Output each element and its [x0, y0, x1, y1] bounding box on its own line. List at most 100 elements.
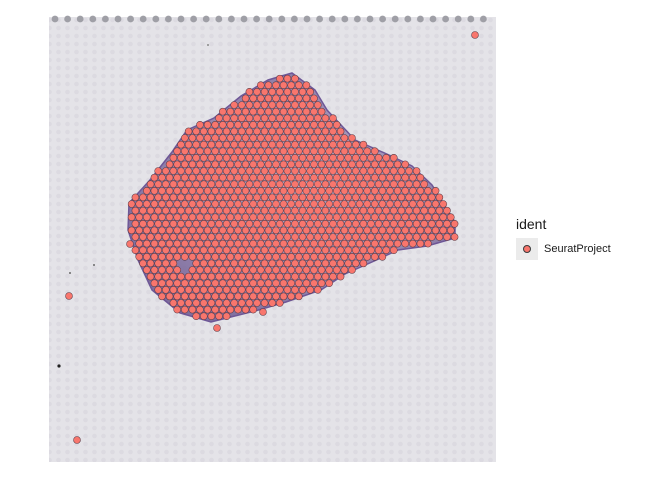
spot-point [359, 246, 368, 254]
spot-point [348, 160, 356, 169]
spot-point [238, 206, 246, 215]
spot-point [329, 206, 337, 215]
spot-point [181, 292, 189, 301]
spot-point [222, 167, 231, 175]
spot-point [333, 213, 341, 221]
spot-point [264, 107, 273, 116]
fiducial-marker [404, 15, 412, 23]
spot-point [234, 107, 242, 116]
spot-point [371, 187, 379, 195]
fiducial-marker [139, 15, 147, 23]
spot-point [245, 259, 254, 268]
spot-point [169, 154, 178, 162]
spot-point [264, 121, 273, 129]
spot-point [181, 213, 189, 221]
spot-point [264, 81, 273, 89]
spot-point [211, 305, 219, 314]
spot-point [333, 134, 341, 142]
spot-point [234, 187, 242, 195]
spot-point [230, 167, 238, 175]
spot-point [325, 213, 333, 221]
spot-point [238, 220, 246, 228]
spot-point [215, 312, 223, 320]
spot-point [253, 114, 261, 122]
spot-point [127, 200, 136, 208]
spot-point [249, 94, 257, 103]
spot-point [329, 167, 337, 175]
spot-point [245, 233, 254, 241]
spot-point [215, 299, 223, 307]
spot-point [272, 147, 280, 155]
spot-point [230, 286, 238, 294]
spot-point [226, 253, 235, 261]
spot-point [412, 193, 421, 202]
fiducial-marker [215, 15, 223, 23]
spot-point [245, 246, 254, 254]
spot-point [249, 147, 257, 155]
spot-point [188, 253, 197, 261]
spot-point [295, 134, 303, 142]
spot-point [215, 246, 223, 254]
spot-point [245, 140, 254, 149]
spot-point [196, 213, 204, 221]
spot-point [249, 200, 257, 208]
spot-point [420, 180, 428, 188]
spot-point [177, 299, 185, 307]
spot-point [450, 220, 459, 228]
spot-point [222, 180, 231, 188]
spot-point [230, 233, 238, 241]
spot-point [154, 167, 162, 175]
spot-point [314, 167, 322, 175]
spot-point [169, 246, 178, 254]
spot-point [333, 200, 341, 208]
spot-point [169, 272, 178, 281]
spot-point [188, 239, 197, 248]
spot-point [378, 173, 387, 182]
spot-point [298, 220, 307, 228]
spot-point [416, 213, 425, 221]
spot-point [241, 94, 250, 103]
spot-point [222, 114, 231, 122]
spot-point [192, 167, 200, 175]
spot-point [295, 173, 303, 182]
spot-point [257, 94, 265, 103]
spot-point [215, 233, 223, 241]
spot-point [279, 279, 288, 287]
spot-point [207, 286, 216, 294]
spot-point [196, 121, 204, 129]
spot-point [234, 200, 242, 208]
spot-point [405, 233, 413, 241]
spot-point [154, 206, 162, 215]
spot-point [409, 226, 417, 235]
spot-point [401, 187, 409, 195]
fiducial-marker [341, 15, 349, 23]
spot-point [219, 279, 227, 287]
spot-point [355, 173, 364, 182]
spot-point [268, 167, 276, 175]
spot-point [188, 187, 197, 195]
spot-point [298, 127, 307, 136]
spot-point [249, 107, 257, 116]
spot-point [260, 88, 269, 96]
spot-point [329, 220, 337, 228]
spot-point [139, 246, 147, 254]
spot-point [219, 239, 227, 248]
spot-point [162, 180, 170, 188]
spot-point [181, 173, 189, 182]
spot-point [363, 200, 371, 208]
spot-point [295, 226, 303, 235]
spot-point [249, 305, 257, 314]
spot-point [165, 160, 174, 169]
spot-point [390, 246, 398, 254]
spot-point [131, 220, 140, 228]
spot-point [314, 286, 322, 294]
spot-point [65, 292, 73, 300]
spot-point [336, 193, 345, 202]
spot-point [401, 173, 409, 182]
spot-point [143, 253, 151, 261]
spot-point [352, 220, 360, 228]
spot-point [306, 233, 314, 241]
fiducial-marker [303, 15, 311, 23]
fiducial-markers [51, 15, 487, 23]
spot-point [302, 147, 311, 155]
